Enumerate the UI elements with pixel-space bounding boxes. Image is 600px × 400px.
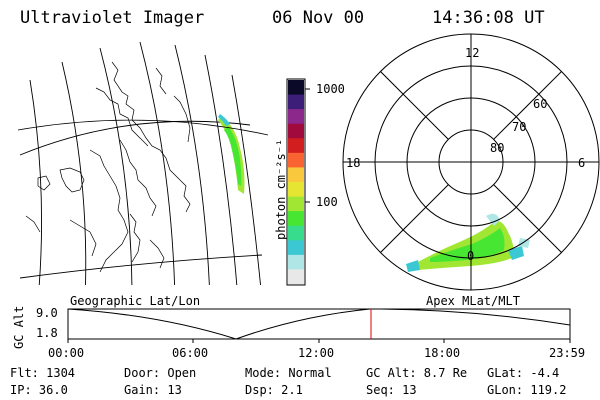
date-label: 06 Nov 00 (272, 8, 365, 28)
polar-lat-70: 70 (512, 120, 527, 134)
aurora-oval-polar (406, 213, 530, 272)
colorbar-segment (288, 211, 304, 227)
polar-lat-60: 60 (533, 97, 548, 111)
xtick-0000: 00:00 (48, 346, 85, 360)
colorbar-segment (288, 196, 304, 212)
status-gc-alt: GC Alt: 8.7 Re (366, 366, 468, 380)
aurora-arc-map (218, 114, 245, 194)
colorbar-segment (288, 240, 304, 256)
polar-panel-label: Apex MLat/MLT (426, 294, 520, 308)
altitude-curve (67, 308, 571, 340)
colorbar-segment (288, 152, 304, 168)
xtick-2359: 23:59 (549, 346, 586, 360)
colorbar-segment (288, 182, 304, 198)
altitude-ylabel: GC Alt (12, 305, 26, 349)
instrument-title: Ultraviolet Imager (20, 8, 205, 28)
colorbar-segment (288, 109, 304, 125)
colorbar (286, 78, 310, 286)
status-dsp: Dsp: 2.1 (245, 383, 303, 397)
colorbar-segment (288, 138, 304, 154)
xtick-0600: 06:00 (172, 346, 209, 360)
polar-mlt-12: 12 (465, 46, 480, 60)
geographic-map (19, 41, 263, 285)
colorbar-segment (288, 123, 304, 139)
map-panel-label: Geographic Lat/Lon (70, 294, 201, 308)
status-gain: Gain: 13 (124, 383, 182, 397)
status-mode: Mode: Normal (245, 366, 332, 380)
colorbar-unit-label: photon cm⁻²s⁻¹ (274, 138, 288, 240)
altitude-ytick-9: 9.0 (36, 306, 58, 320)
xtick-1200: 12:00 (298, 346, 335, 360)
colorbar-segment (288, 167, 304, 183)
status-glon: GLon: 119.2 (487, 383, 567, 397)
polar-lat-80: 80 (490, 141, 505, 155)
colorbar-segment (288, 80, 304, 96)
polar-mlt-6: 6 (578, 156, 586, 170)
colorbar-tick-1000: 1000 (316, 82, 345, 96)
colorbar-segment (288, 269, 304, 285)
status-seq: Seq: 13 (366, 383, 417, 397)
colorbar-tick-100: 100 (316, 195, 338, 209)
altitude-ytick-1-8: 1.8 (36, 326, 58, 340)
status-flt: Flt: 1304 (10, 366, 76, 380)
polar-mlt-0: 0 (467, 249, 475, 263)
status-door: Door: Open (124, 366, 197, 380)
status-glat: GLat: -4.4 (487, 366, 560, 380)
colorbar-segment (288, 94, 304, 110)
colorbar-segment (288, 225, 304, 241)
status-ip: IP: 36.0 (10, 383, 68, 397)
polar-mlt-18: 18 (346, 156, 361, 170)
xtick-1800: 18:00 (424, 346, 461, 360)
altitude-plot (67, 308, 571, 343)
colorbar-segment (288, 254, 304, 270)
time-label: 14:36:08 UT (432, 8, 545, 28)
coastline-lines (25, 61, 191, 273)
polar-plot (342, 33, 600, 291)
